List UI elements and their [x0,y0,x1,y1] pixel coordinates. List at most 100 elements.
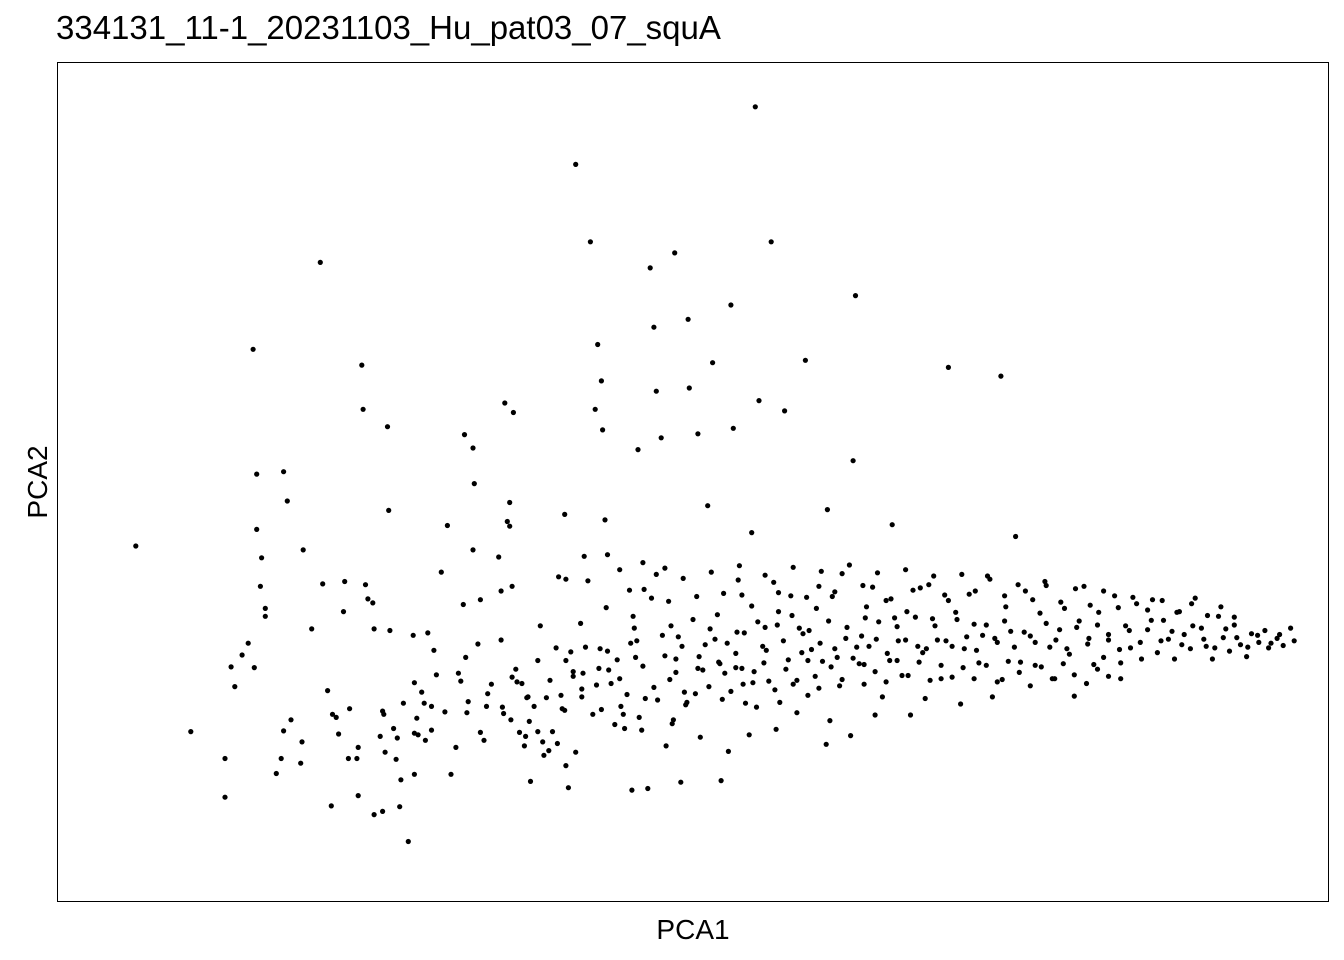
data-point [818,568,824,574]
data-point [697,734,703,740]
data-point [751,669,757,675]
points-layer [133,104,1297,845]
data-point [812,673,818,679]
data-point [850,655,856,661]
data-point [735,577,741,583]
data-point [133,543,139,549]
chart-title: 334131_11-1_20231103_Hu_pat03_07_squA [56,9,721,46]
data-point [592,406,598,412]
data-point [635,447,641,453]
data-point [667,676,673,683]
data-point [1244,654,1250,660]
data-point [262,605,268,612]
data-point [573,749,579,755]
data-point [581,553,587,559]
data-point [1013,533,1019,540]
data-point [521,743,528,749]
data-point [700,667,706,673]
data-point [662,653,668,659]
data-point [899,672,905,679]
data-point [1181,631,1187,638]
data-point [582,644,589,650]
data-point [188,729,194,735]
data-point [640,663,646,669]
data-point [927,677,933,683]
data-point [1085,641,1091,647]
data-point [298,760,304,766]
data-point [805,657,811,664]
data-point [371,626,377,632]
data-point [728,302,734,308]
data-point [562,511,568,517]
data-point [648,595,655,601]
data-point [994,679,1000,685]
data-point [876,619,882,625]
data-point [734,629,740,635]
data-point [1083,680,1090,687]
data-point [684,699,690,706]
data-point [1118,660,1124,666]
data-point [989,694,996,700]
data-point [740,681,746,687]
data-point [508,717,514,723]
data-point [507,523,513,529]
data-point [509,674,515,680]
data-point [464,710,470,716]
data-point [281,469,287,475]
data-point [651,684,657,691]
data-point [453,744,459,751]
data-point [788,593,794,599]
data-point [554,740,561,747]
data-point [785,657,791,663]
data-point [461,432,468,438]
data-point [606,667,612,673]
data-point [433,672,439,678]
data-point [904,609,910,615]
data-point [695,431,701,437]
data-point [499,704,505,710]
data-point [708,569,714,575]
data-point [994,639,1000,646]
data-point [980,632,986,638]
data-point [604,648,611,654]
data-point [959,571,965,578]
data-point [498,637,504,643]
data-point [222,755,228,762]
data-point [942,592,948,598]
data-point [300,547,306,553]
data-point [1022,588,1028,594]
data-point [739,665,745,672]
data-point [1291,638,1297,644]
data-point [547,677,553,683]
data-point [365,596,371,602]
data-point [771,579,777,585]
data-point [817,640,823,646]
data-point [945,364,952,370]
data-point [281,728,287,734]
data-point [317,259,323,265]
data-point [844,624,850,631]
data-point [863,604,870,610]
data-point [636,714,642,721]
x-axis-label: PCA1 [656,914,730,945]
data-point [852,293,859,299]
data-point [866,643,872,649]
data-point [1220,635,1226,641]
data-point [371,812,377,818]
data-point [655,697,661,703]
data-point [894,624,900,630]
data-point [1201,636,1207,642]
data-point [973,647,980,653]
data-point [717,661,723,667]
data-point [1037,610,1043,616]
data-point [916,659,922,665]
data-point [428,703,435,710]
data-point [519,680,525,687]
data-point [766,678,772,684]
data-point [870,584,876,590]
data-point [953,609,959,615]
data-point [749,603,755,609]
data-point [1003,604,1009,610]
data-point [932,623,938,629]
data-point [724,640,730,646]
